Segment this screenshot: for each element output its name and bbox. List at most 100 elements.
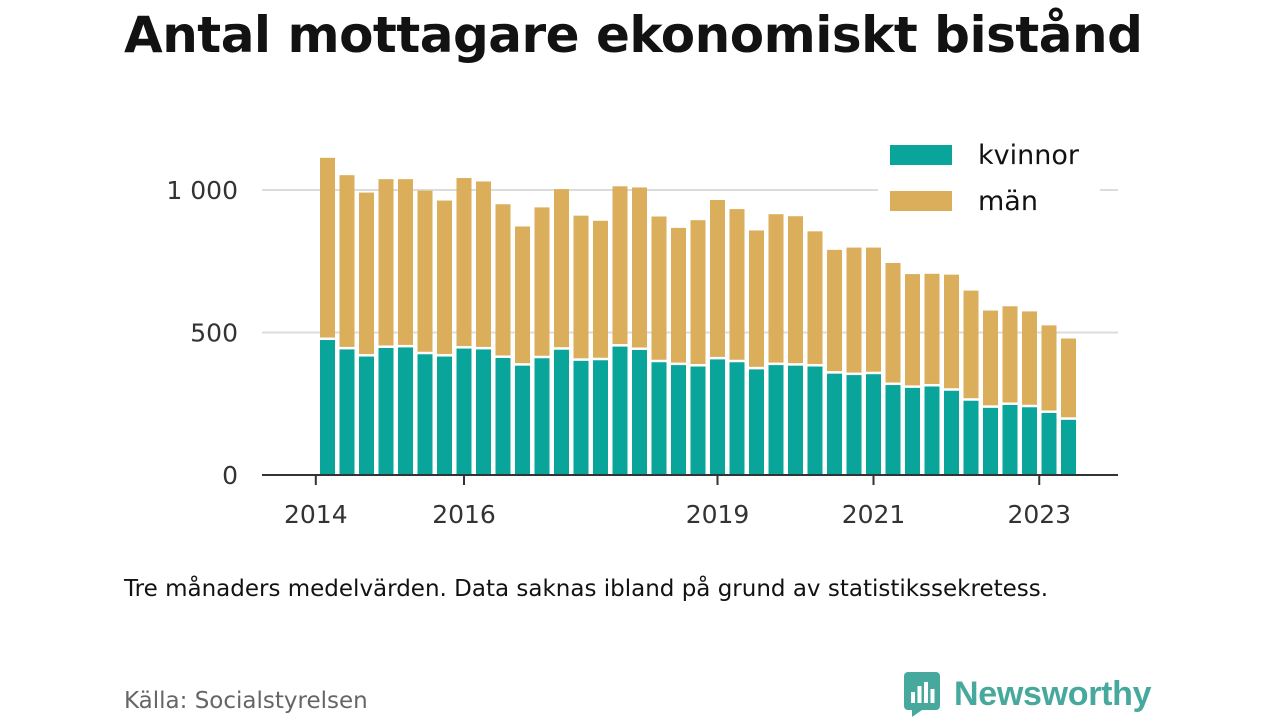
bar-kvinnor — [612, 345, 628, 475]
bar-man — [495, 204, 511, 357]
bar-man — [846, 247, 862, 374]
bar-kvinnor — [320, 338, 335, 475]
brand-logo: Newsworthy — [902, 670, 1152, 718]
x-tick-label: 2016 — [432, 500, 496, 529]
bar-man — [788, 216, 803, 365]
x-tick-label: 2023 — [1007, 500, 1071, 529]
bar-kvinnor — [729, 361, 745, 475]
bar-kvinnor — [963, 399, 979, 475]
bar-man — [437, 200, 452, 356]
bar-kvinnor — [827, 372, 842, 475]
y-tick-label: 500 — [190, 319, 238, 348]
bar-kvinnor — [515, 364, 530, 475]
bar-man — [573, 215, 589, 360]
legend: kvinnor män — [878, 132, 1100, 232]
bar-kvinnor — [710, 358, 725, 475]
bar-man — [359, 192, 374, 356]
bar-kvinnor — [534, 357, 550, 475]
bar-kvinnor — [924, 385, 940, 475]
y-tick-label: 0 — [222, 461, 238, 490]
bar-man — [885, 262, 901, 384]
bar-man — [378, 179, 394, 347]
bar-man — [1061, 338, 1076, 419]
bar-man — [944, 274, 959, 390]
bar-kvinnor — [1041, 411, 1057, 475]
bar-kvinnor — [671, 363, 686, 475]
bar-kvinnor — [378, 346, 394, 475]
bar-kvinnor — [1061, 418, 1076, 475]
x-tick-label: 2019 — [686, 500, 750, 529]
stacked-bar-chart: 0 500 1 000 2014 2016 2019 2021 2023 kvinnor män — [166, 132, 1118, 529]
bar-man — [339, 175, 355, 349]
y-tick-label: 1 000 — [166, 176, 238, 205]
bar-man — [924, 273, 940, 386]
bar-kvinnor — [807, 365, 823, 475]
bar-kvinnor — [1022, 406, 1037, 475]
brand-name: Newsworthy — [954, 674, 1152, 713]
bar-man — [1002, 306, 1018, 404]
bar-man — [1041, 325, 1057, 412]
bar-kvinnor — [476, 348, 491, 475]
bar-man — [729, 209, 745, 361]
bar-kvinnor — [749, 368, 764, 475]
bar-man — [710, 199, 725, 359]
x-tick-label: 2014 — [284, 500, 348, 529]
bar-man — [398, 179, 413, 347]
bar-kvinnor — [573, 359, 589, 475]
bar-kvinnor — [398, 346, 413, 475]
bar-man — [671, 227, 686, 364]
bar-kvinnor — [554, 348, 569, 475]
legend-label: kvinnor — [978, 140, 1080, 171]
legend-swatch — [890, 191, 952, 211]
bar-kvinnor — [359, 355, 374, 475]
bar-kvinnor — [690, 365, 706, 475]
chart-note: Tre månaders medelvärden. Data saknas ib… — [124, 576, 1049, 602]
bar-man — [1022, 311, 1037, 407]
bar-man — [612, 186, 628, 346]
axes: 0 500 1 000 2014 2016 2019 2021 2023 — [166, 176, 1118, 529]
bar-man — [768, 214, 784, 364]
bar-man — [593, 220, 608, 360]
bar-man — [905, 274, 920, 387]
bar-man — [866, 247, 881, 373]
bar-kvinnor — [339, 348, 355, 475]
bar-kvinnor — [417, 353, 433, 475]
bar-man — [807, 231, 823, 366]
bar-kvinnor — [651, 361, 667, 475]
bar-kvinnor — [456, 347, 472, 475]
bar-man — [320, 157, 335, 339]
bar-man — [651, 216, 667, 361]
bar-man — [632, 187, 647, 349]
bar-man — [749, 230, 764, 369]
bar-kvinnor — [788, 364, 803, 475]
bar-man — [554, 189, 569, 349]
bar-kvinnor — [593, 359, 608, 475]
legend-label: män — [978, 186, 1038, 217]
bar-man — [456, 178, 472, 348]
bar-man — [515, 226, 530, 365]
bar-kvinnor — [866, 372, 881, 475]
bar-kvinnor — [1002, 403, 1018, 475]
bar-kvinnor — [846, 373, 862, 475]
chart-title: Antal mottagare ekonomiskt bistånd — [124, 6, 1143, 64]
bar-kvinnor — [944, 389, 959, 475]
bar-kvinnor — [983, 406, 998, 475]
x-tick-label: 2021 — [842, 500, 906, 529]
bar-kvinnor — [632, 348, 647, 475]
bar-kvinnor — [768, 363, 784, 475]
bar-man — [534, 207, 550, 358]
legend-swatch — [890, 145, 952, 165]
bar-man — [690, 220, 706, 366]
bar-man — [417, 190, 433, 354]
bar-man — [963, 290, 979, 400]
bar-man — [476, 181, 491, 349]
newsworthy-logo-icon — [904, 672, 940, 717]
bar-kvinnor — [495, 356, 511, 475]
bar-man — [983, 310, 998, 407]
bar-kvinnor — [437, 355, 452, 475]
bar-kvinnor — [885, 383, 901, 475]
bars — [320, 157, 1076, 475]
bar-man — [827, 249, 842, 373]
source-credit: Källa: Socialstyrelsen — [124, 688, 368, 714]
bar-kvinnor — [905, 386, 920, 475]
